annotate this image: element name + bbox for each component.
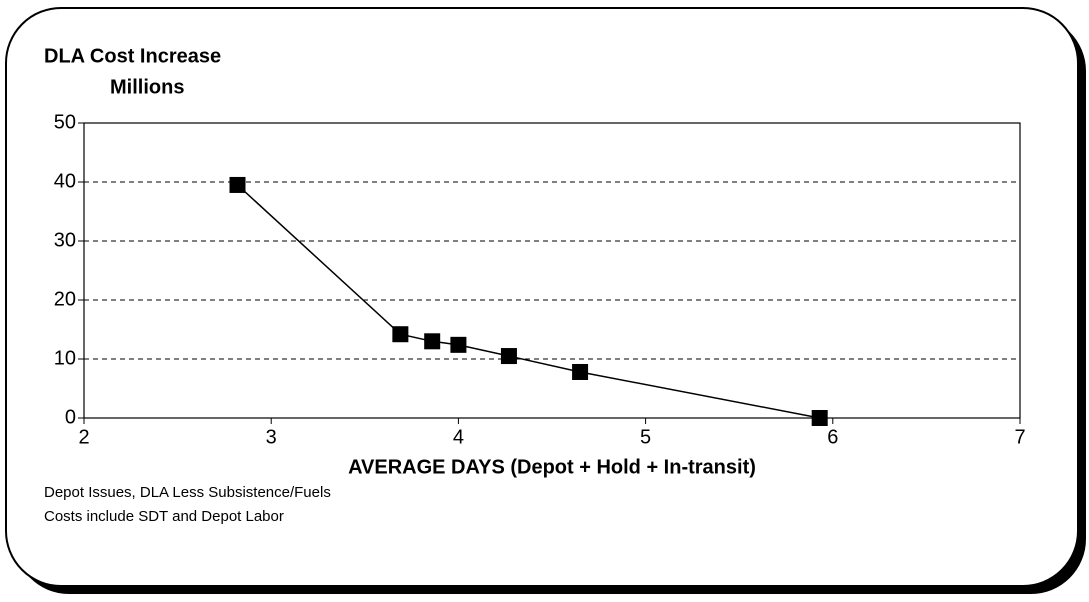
- marker: [450, 336, 467, 353]
- marker: [229, 176, 246, 193]
- note: Depot Issues, DLA Less Subsistence/Fuels: [44, 484, 331, 501]
- y-tick-label: 50: [54, 111, 76, 133]
- marker: [811, 410, 828, 426]
- marker: [424, 333, 441, 350]
- y-tick-label: 40: [54, 170, 76, 192]
- x-tick-label: 7: [1014, 426, 1025, 448]
- plot-border: [83, 122, 1021, 419]
- marker: [572, 363, 589, 380]
- y-tick-label: 0: [65, 406, 76, 428]
- y-tick-label: 20: [54, 288, 76, 310]
- x-axis-label: AVERAGE DAYS (Depot + Hold + In-transit): [348, 456, 756, 478]
- chart-title: DLA Cost Increase: [44, 45, 221, 67]
- x-tick-label: 3: [266, 426, 277, 448]
- frame: [5, 7, 1079, 587]
- note: Costs include SDT and Depot Labor: [44, 508, 284, 525]
- y-tick-label: 30: [54, 229, 76, 251]
- x-tick-label: 5: [640, 426, 651, 448]
- x-tick-label: 2: [78, 426, 89, 448]
- x-tick-label: 4: [453, 426, 464, 448]
- y-tick-label: 10: [54, 347, 76, 369]
- marker: [500, 348, 517, 365]
- x-tick-label: 6: [827, 426, 838, 448]
- plot: 0 10 20 30 40 50 2 3 4 5 6 7: [54, 111, 1026, 448]
- marker: [392, 326, 409, 343]
- y-axis-label: Millions: [110, 76, 184, 98]
